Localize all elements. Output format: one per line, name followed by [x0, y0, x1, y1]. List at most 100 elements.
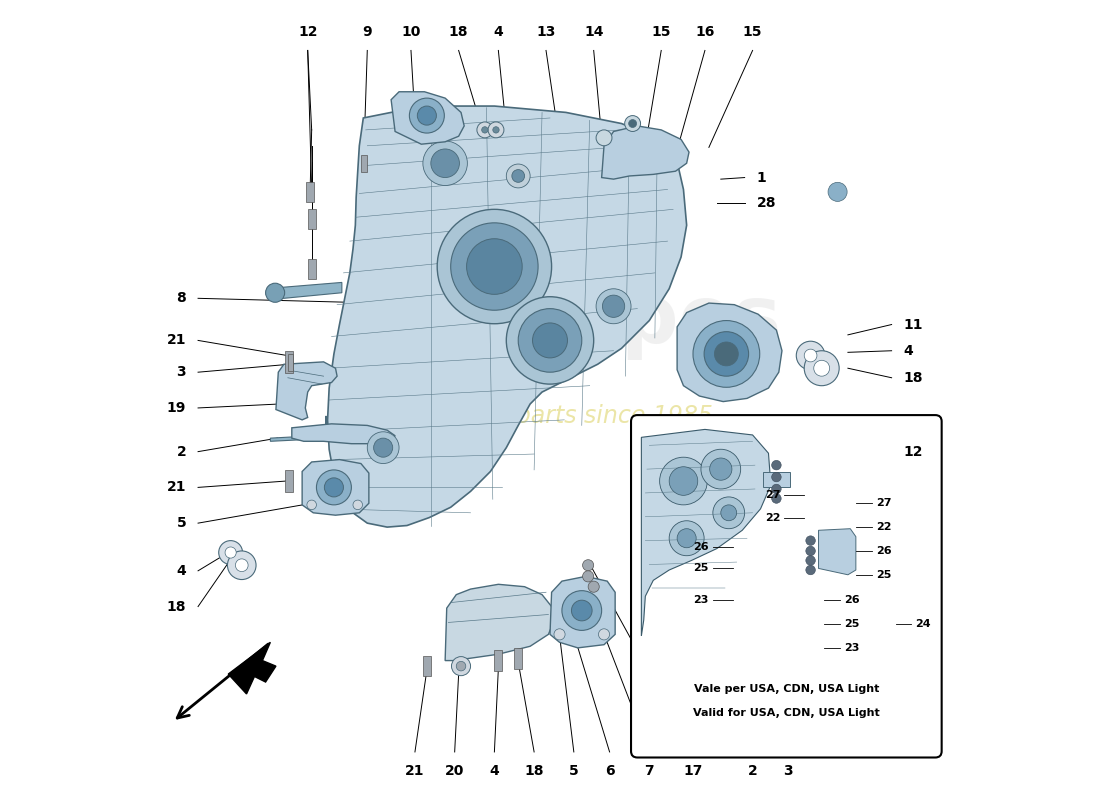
- Text: 2: 2: [748, 764, 758, 778]
- Text: 13: 13: [537, 25, 556, 38]
- Text: 24: 24: [915, 619, 931, 629]
- Text: 18: 18: [166, 599, 186, 614]
- Text: a passion for parts since 1985: a passion for parts since 1985: [355, 404, 713, 428]
- Text: 12: 12: [298, 25, 318, 38]
- Circle shape: [660, 457, 707, 505]
- Text: 20: 20: [446, 764, 464, 778]
- Text: 16: 16: [695, 25, 715, 38]
- Polygon shape: [286, 470, 294, 492]
- Circle shape: [806, 546, 815, 556]
- Circle shape: [772, 472, 781, 482]
- Polygon shape: [515, 648, 522, 669]
- Circle shape: [669, 466, 697, 495]
- Circle shape: [625, 115, 640, 131]
- Circle shape: [512, 170, 525, 182]
- Polygon shape: [308, 258, 316, 279]
- Circle shape: [437, 210, 551, 324]
- Text: 25: 25: [693, 563, 708, 574]
- Circle shape: [317, 470, 351, 505]
- Text: 15: 15: [742, 25, 762, 38]
- Circle shape: [226, 547, 236, 558]
- Circle shape: [324, 478, 343, 497]
- Circle shape: [235, 559, 249, 571]
- Text: 4: 4: [490, 764, 499, 778]
- Text: 4: 4: [494, 25, 503, 38]
- Text: 9: 9: [363, 25, 372, 38]
- Circle shape: [772, 460, 781, 470]
- Polygon shape: [818, 529, 856, 574]
- Text: 18: 18: [903, 370, 923, 385]
- Text: 18: 18: [449, 25, 469, 38]
- Circle shape: [629, 119, 637, 127]
- Polygon shape: [832, 422, 840, 442]
- Polygon shape: [306, 182, 315, 202]
- Text: 22: 22: [876, 522, 891, 532]
- Polygon shape: [840, 426, 848, 446]
- Circle shape: [583, 560, 594, 571]
- Circle shape: [669, 521, 704, 556]
- Text: Vale per USA, CDN, USA Light: Vale per USA, CDN, USA Light: [694, 684, 879, 694]
- Text: 21: 21: [166, 480, 186, 494]
- Circle shape: [417, 106, 437, 125]
- Circle shape: [588, 581, 600, 592]
- Circle shape: [583, 571, 594, 582]
- Circle shape: [710, 458, 732, 480]
- Text: 25: 25: [876, 570, 891, 580]
- Text: 3: 3: [176, 365, 186, 379]
- Circle shape: [532, 323, 568, 358]
- Circle shape: [796, 342, 825, 370]
- Circle shape: [422, 141, 468, 186]
- Circle shape: [804, 349, 817, 362]
- Circle shape: [228, 551, 256, 579]
- Text: Valid for USA, CDN, USA Light: Valid for USA, CDN, USA Light: [693, 708, 880, 718]
- Polygon shape: [550, 576, 615, 648]
- Text: 7: 7: [645, 764, 654, 778]
- Text: 26: 26: [844, 595, 859, 605]
- Circle shape: [693, 321, 760, 387]
- Circle shape: [596, 130, 612, 146]
- Text: 10: 10: [402, 25, 420, 38]
- Polygon shape: [276, 282, 342, 298]
- Polygon shape: [361, 155, 367, 172]
- Circle shape: [715, 342, 738, 366]
- Polygon shape: [288, 354, 294, 371]
- Circle shape: [431, 149, 460, 178]
- Circle shape: [219, 541, 243, 565]
- Circle shape: [477, 122, 493, 138]
- Circle shape: [409, 98, 444, 133]
- Circle shape: [603, 295, 625, 318]
- Circle shape: [596, 289, 631, 324]
- Polygon shape: [602, 126, 689, 179]
- Text: 28: 28: [757, 196, 777, 210]
- Text: 23: 23: [844, 643, 859, 653]
- Circle shape: [493, 126, 499, 133]
- Text: 21: 21: [405, 764, 425, 778]
- Polygon shape: [494, 650, 503, 671]
- Text: 26: 26: [876, 546, 891, 556]
- Circle shape: [562, 590, 602, 630]
- Circle shape: [506, 164, 530, 188]
- Text: 22: 22: [764, 513, 780, 522]
- Circle shape: [704, 332, 749, 376]
- Text: 3: 3: [783, 764, 793, 778]
- Circle shape: [678, 529, 696, 548]
- Circle shape: [598, 629, 609, 640]
- Text: 2: 2: [176, 445, 186, 458]
- Polygon shape: [828, 416, 836, 435]
- Polygon shape: [641, 430, 771, 636]
- Polygon shape: [328, 106, 686, 527]
- Text: 11: 11: [903, 318, 923, 331]
- Circle shape: [456, 662, 465, 671]
- Polygon shape: [392, 92, 464, 144]
- Polygon shape: [286, 350, 294, 373]
- Circle shape: [307, 500, 317, 510]
- Circle shape: [451, 223, 538, 310]
- Polygon shape: [271, 416, 326, 442]
- Circle shape: [451, 657, 471, 676]
- Text: 25: 25: [844, 619, 859, 629]
- Circle shape: [772, 494, 781, 503]
- Text: 19: 19: [167, 401, 186, 415]
- Polygon shape: [276, 362, 337, 420]
- Circle shape: [806, 566, 815, 574]
- Circle shape: [772, 484, 781, 494]
